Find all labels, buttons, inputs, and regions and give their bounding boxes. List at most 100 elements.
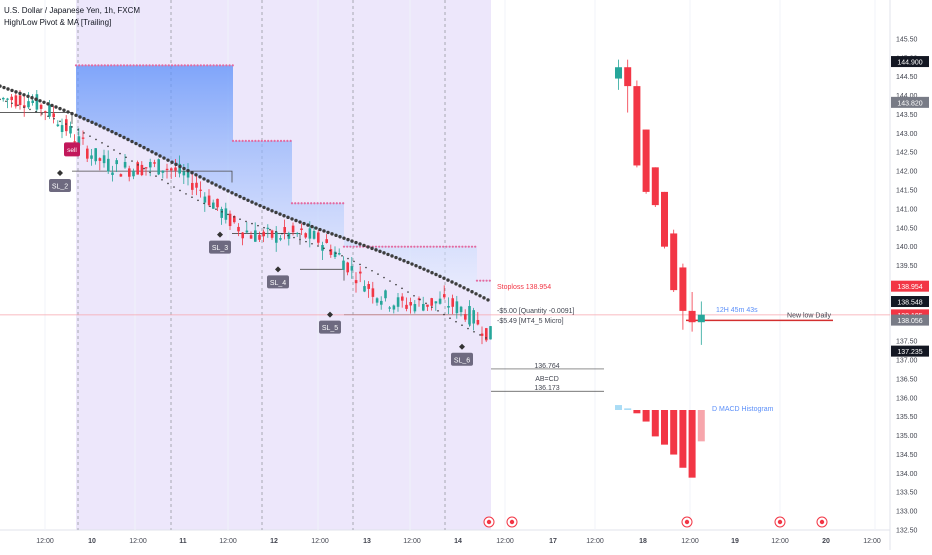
ma-dot <box>42 100 46 105</box>
pivot-high-dot <box>206 64 209 67</box>
ma-dot <box>394 255 398 260</box>
hourly-candle <box>489 326 492 340</box>
ma-fast-dot <box>53 117 55 120</box>
price-tick-label: 133.50 <box>896 490 918 497</box>
hourly-candle <box>359 271 362 274</box>
sell-label[interactable]: sell <box>67 147 77 154</box>
hourly-candle <box>375 298 379 303</box>
price-tick-label: 136.00 <box>896 395 918 402</box>
pivot-high-dot <box>451 245 454 248</box>
pivot-high-dot <box>273 139 276 142</box>
ma-dot <box>54 105 58 109</box>
pivot-high-dot <box>342 245 346 248</box>
swing-low-label[interactable]: SL_2 <box>52 184 68 191</box>
pivot-high-dot <box>329 202 332 205</box>
pivot-high-dot <box>244 139 247 142</box>
hourly-candle <box>203 196 207 203</box>
ma-dot <box>370 246 374 251</box>
price-tick-label: 140.50 <box>896 225 918 232</box>
ma-fast-dot <box>425 302 427 305</box>
hourly-candle <box>409 302 412 306</box>
price-tick-label: 142.00 <box>896 169 918 176</box>
ma-fast-dot <box>275 230 277 233</box>
ma-dot <box>254 202 258 206</box>
pivot-high-dot <box>257 139 260 142</box>
swing-low-badge[interactable] <box>319 320 341 334</box>
pivot-high-dot <box>100 64 103 67</box>
pivot-high-dot <box>106 64 110 67</box>
ma-dot <box>458 284 462 288</box>
swing-low-label[interactable]: SL_6 <box>454 357 470 364</box>
pivot-high-dot <box>113 64 116 67</box>
pivot-high-dot <box>289 139 292 142</box>
swing-low-badge[interactable] <box>209 240 231 254</box>
ma-dot <box>462 286 466 290</box>
ma-dot <box>206 179 210 183</box>
hourly-candle <box>90 155 93 159</box>
time-tick-label: 12:00 <box>36 538 54 545</box>
ma-dot <box>246 198 250 202</box>
ma-fast-dot <box>395 283 397 286</box>
ma-dot <box>270 209 274 213</box>
pivot-high-dot <box>263 139 267 142</box>
hourly-candle <box>350 266 354 271</box>
ma-dot <box>306 223 310 227</box>
swing-low-label[interactable]: SL_3 <box>212 245 228 252</box>
ma-dot <box>322 229 326 233</box>
ma-dot <box>22 93 26 97</box>
ma-dot <box>290 217 294 221</box>
ma-dot <box>194 173 198 177</box>
hourly-candle <box>422 303 425 311</box>
hourly-candle <box>296 233 299 235</box>
stoploss-label[interactable]: Stoploss 138.954 <box>497 284 551 291</box>
ma-fast-dot <box>185 193 187 195</box>
pivot-high-dot <box>142 64 145 67</box>
daily-candle <box>670 233 678 291</box>
ma-dot <box>34 97 38 101</box>
indicator-name[interactable]: High/Low Pivot & MA [Trailing] <box>4 18 112 27</box>
ma-fast-dot <box>311 242 313 245</box>
pivot-high-dot <box>335 202 338 205</box>
hourly-candle <box>485 328 488 341</box>
pivot-high-dot <box>474 245 477 248</box>
price-tick-label: 140.00 <box>896 244 918 251</box>
swing-low-badge[interactable] <box>451 352 473 366</box>
ma-dot <box>258 203 262 208</box>
ma-dot <box>98 124 102 128</box>
hourly-candle <box>128 168 131 177</box>
ma-dot <box>102 126 106 130</box>
pivot-high-dot <box>406 245 410 248</box>
ma-dot <box>2 85 6 90</box>
swing-low-badge[interactable] <box>267 275 289 289</box>
ma-fast-dot <box>245 220 247 223</box>
ma-fast-dot <box>59 120 61 123</box>
pivot-high-dot <box>310 202 313 205</box>
pivot-high-dot <box>297 202 300 205</box>
pivot-high-dot <box>231 64 234 67</box>
ma-dot <box>310 224 314 229</box>
ma-dot <box>14 90 18 94</box>
swing-low-label[interactable]: SL_4 <box>270 280 286 287</box>
hourly-candle <box>144 167 148 169</box>
sell-badge[interactable] <box>64 142 80 157</box>
pivot-high-dot <box>461 245 464 248</box>
ma-dot <box>282 214 286 218</box>
ma-dot <box>82 117 86 121</box>
pivot-high-dot <box>306 202 310 205</box>
hourly-candle <box>73 141 76 143</box>
pivot-high-dot <box>467 245 470 248</box>
ma-fast-dot <box>443 313 445 316</box>
ma-dot <box>342 236 346 240</box>
economic-event-dot <box>486 519 492 525</box>
macd-label: D MACD Histogram <box>712 406 774 413</box>
hourly-candle <box>186 169 190 178</box>
pivot-high-dot <box>438 245 442 248</box>
swing-low-badge[interactable] <box>49 179 71 192</box>
swing-low-label[interactable]: SL_5 <box>322 325 338 332</box>
ma-dot <box>26 94 30 98</box>
pivot-high-dot <box>260 139 263 142</box>
hourly-candle <box>23 105 26 108</box>
pivot-high-dot <box>254 139 257 142</box>
ma-fast-dot <box>149 171 151 174</box>
